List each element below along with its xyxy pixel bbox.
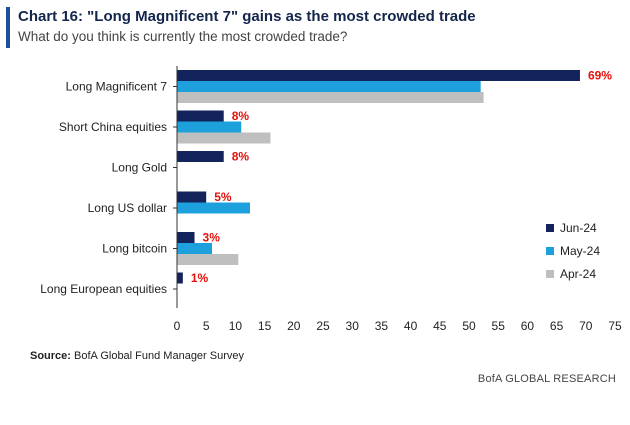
x-tick-label: 55: [492, 319, 506, 333]
category-label: Long Gold: [112, 161, 167, 175]
x-tick-label: 60: [521, 319, 535, 333]
legend-swatch-may: [546, 246, 554, 255]
legend-item-jun: Jun-24: [546, 216, 600, 239]
x-tick-label: 50: [462, 319, 476, 333]
x-tick-label: 15: [258, 319, 272, 333]
source-label: Source:: [30, 350, 71, 362]
data-label: 5%: [214, 190, 232, 204]
category-label: Short China equities: [59, 120, 167, 134]
bar-apr: [177, 254, 239, 265]
data-label: 69%: [588, 69, 612, 83]
bar-chart: 0 5 10 15 20 25 30 35 40 45 50 55 60 65 70 75 Long Magni…: [40, 66, 622, 333]
x-tick-label: 0: [174, 319, 181, 333]
bar-may: [177, 243, 213, 254]
x-tick-label: 65: [550, 319, 564, 333]
bar-jun: [177, 272, 183, 284]
source-note: Source: BofA Global Fund Manager Survey: [30, 350, 244, 362]
bar-apr: [177, 92, 484, 103]
title-accent-bar: [6, 7, 10, 48]
x-tick-label: 70: [579, 319, 593, 333]
brand-label: BofA GLOBAL RESEARCH: [477, 373, 616, 385]
legend-label-jun: Jun-24: [560, 220, 597, 235]
bar-jun: [177, 151, 224, 162]
legend-swatch-apr: [546, 269, 554, 278]
bar-may: [177, 81, 481, 92]
legend-item-apr: Apr-24: [546, 262, 600, 285]
x-tick-label: 5: [203, 319, 210, 333]
bar-jun: [177, 191, 207, 203]
data-label: 8%: [232, 109, 250, 123]
bar-jun: [177, 232, 195, 243]
x-tick-label: 25: [316, 319, 330, 333]
x-tick-label: 45: [433, 319, 447, 333]
x-tick-label: 10: [229, 319, 243, 333]
data-label: 8%: [232, 150, 250, 164]
bar-jun: [177, 110, 224, 122]
bar-apr: [177, 132, 271, 144]
bar-may: [177, 121, 242, 133]
legend-swatch-jun: [546, 223, 554, 232]
chart-subtitle: What do you think is currently the most …: [18, 29, 348, 44]
chart-title: Chart 16: "Long Magnificent 7" gains as …: [18, 8, 476, 25]
x-tick-label: 20: [287, 319, 301, 333]
bar-jun: [177, 70, 580, 81]
legend-item-may: May-24: [546, 239, 600, 262]
x-tick-label: 35: [375, 319, 389, 333]
x-tick-label: 75: [608, 319, 622, 333]
x-tick-label: 30: [346, 319, 360, 333]
category-label: Long Magnificent 7: [66, 80, 168, 94]
chart-legend: Jun-24 May-24 Apr-24: [546, 216, 600, 285]
data-label: 1%: [191, 271, 209, 285]
category-label: Long bitcoin: [102, 242, 167, 256]
bar-may: [177, 202, 250, 214]
legend-label-apr: Apr-24: [560, 266, 597, 281]
category-label: Long European equities: [40, 282, 167, 296]
x-tick-label: 40: [404, 319, 418, 333]
source-text: BofA Global Fund Manager Survey: [70, 350, 245, 362]
category-label: Long US dollar: [88, 201, 167, 215]
data-label: 3%: [203, 231, 221, 245]
legend-label-may: May-24: [560, 243, 601, 258]
